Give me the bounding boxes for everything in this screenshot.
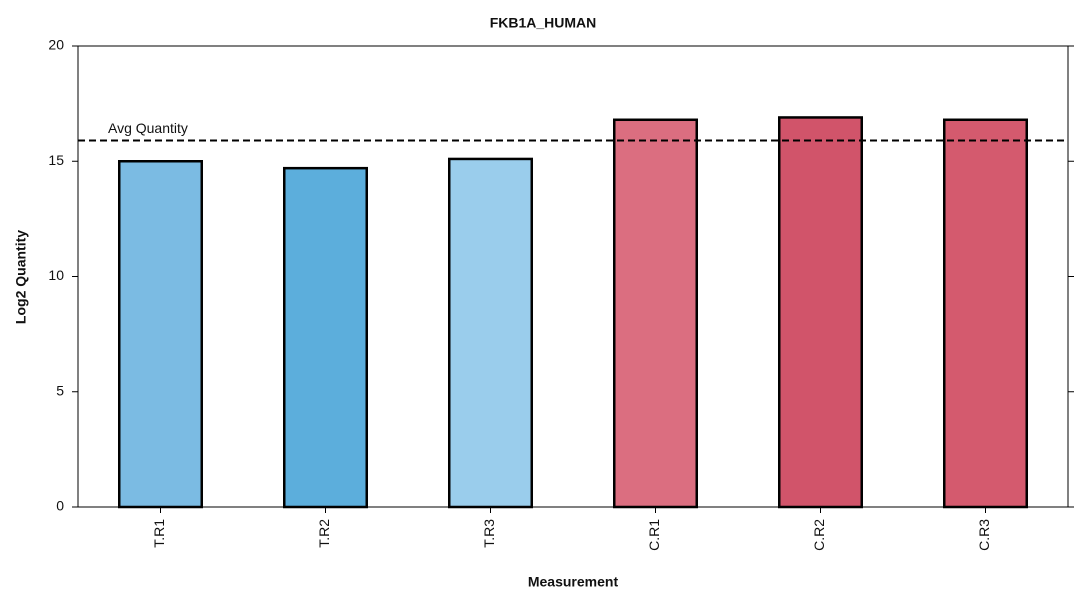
chart-title: FKB1A_HUMAN	[490, 15, 597, 31]
y-tick-label: 0	[56, 498, 64, 514]
y-tick-label: 10	[48, 267, 64, 283]
bar	[118, 160, 203, 509]
x-axis-label: Measurement	[528, 574, 619, 590]
y-tick-label: 15	[48, 152, 64, 168]
x-tick-label: C.R1	[646, 519, 662, 551]
y-tick-label: 5	[56, 382, 64, 398]
bar	[448, 157, 533, 509]
plot-frame	[77, 45, 1069, 508]
bar	[613, 118, 698, 509]
x-tick-label: T.R2	[316, 519, 332, 548]
bar	[943, 118, 1028, 509]
x-tick-label: T.R1	[151, 519, 167, 548]
bar	[778, 116, 863, 509]
reference-label: Avg Quantity	[108, 120, 188, 136]
x-tick-label: C.R3	[976, 519, 992, 551]
x-tick-label: T.R3	[481, 519, 497, 548]
y-axis-label: Log2 Quantity	[13, 230, 29, 324]
bar	[283, 166, 368, 509]
x-tick-label: C.R2	[811, 519, 827, 551]
y-tick-label: 20	[48, 37, 64, 53]
